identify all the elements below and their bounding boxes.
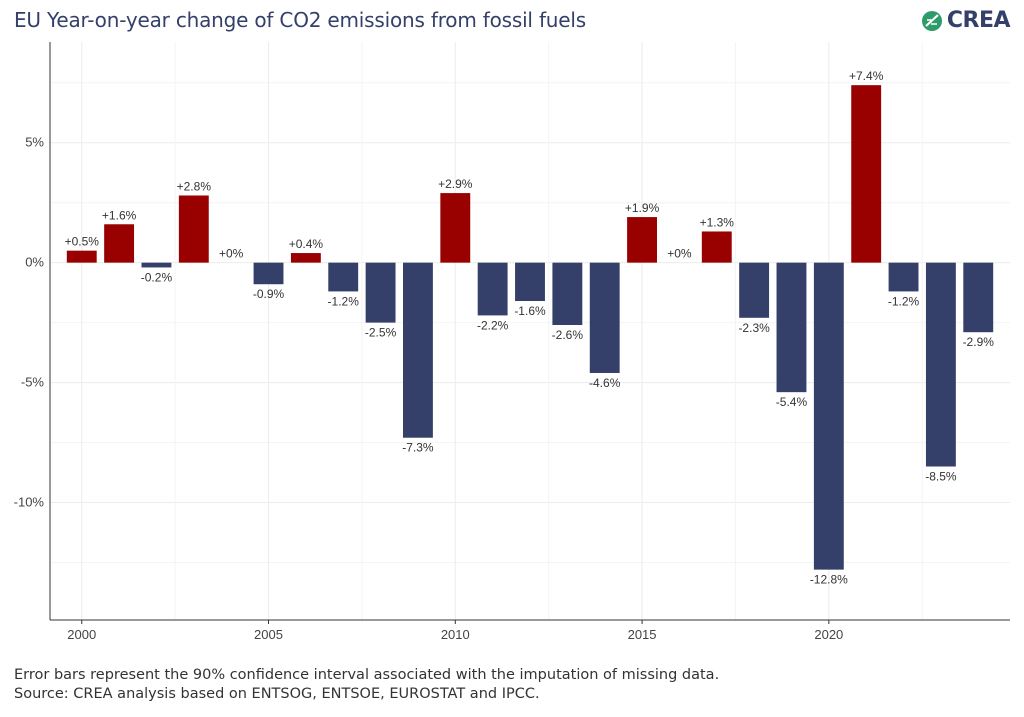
bar-2000 [66, 250, 97, 263]
bar-2006 [290, 253, 321, 263]
bar-2021 [851, 85, 882, 263]
bar-2014 [589, 262, 620, 373]
y-tick-label: 5% [25, 135, 44, 150]
bar-2018 [739, 262, 770, 318]
x-tick-label: 2000 [67, 627, 96, 642]
gridlines [50, 42, 1010, 620]
data-label-2010: +2.9% [438, 177, 473, 191]
bar-2017 [701, 231, 732, 263]
bar-2001 [104, 224, 135, 263]
bar-2019 [776, 262, 807, 393]
data-label-2012: -1.6% [514, 304, 546, 318]
bar-2008 [365, 262, 396, 323]
axes: 5% 0% -5% -10% 2000 2005 2010 2015 2020 [14, 42, 1010, 642]
data-label-2008: -2.5% [365, 326, 397, 340]
data-label-2005: -0.9% [253, 287, 285, 301]
data-label-2002: -0.2% [141, 270, 173, 284]
data-label-2004: +0% [219, 247, 244, 261]
data-label-2021: +7.4% [849, 69, 884, 83]
bar-2007 [328, 262, 359, 292]
data-label-2013: -2.6% [552, 328, 584, 342]
bar-2024 [963, 262, 994, 333]
logo-text: CREA [946, 8, 1011, 33]
data-label-2015: +1.9% [625, 201, 660, 215]
bar-2003 [178, 195, 209, 263]
footer-note: Error bars represent the 90% confidence … [14, 667, 720, 683]
y-tick-label: -5% [21, 375, 45, 390]
data-label-2017: +1.3% [700, 215, 735, 229]
data-label-2023: -8.5% [925, 470, 957, 484]
x-tick-label: 2020 [814, 627, 843, 642]
data-label-2020: -12.8% [810, 573, 848, 587]
x-tick-label: 2015 [628, 627, 657, 642]
data-label-2000: +0.5% [65, 235, 100, 249]
data-label-2018: -2.3% [738, 321, 770, 335]
y-tick-label: -10% [14, 494, 45, 509]
bar-2005 [253, 262, 284, 285]
chart-footer: Error bars represent the 90% confidence … [14, 666, 719, 704]
data-label-2007: -1.2% [328, 294, 360, 308]
data-label-2022: -1.2% [888, 294, 920, 308]
bar-2012 [515, 262, 545, 302]
crea-logo: CREA [921, 8, 1011, 33]
chart-title: EU Year-on-year change of CO2 emissions … [14, 8, 586, 32]
bar-2011 [477, 262, 508, 316]
data-label-2003: +2.8% [177, 179, 212, 193]
bar-2009 [402, 262, 433, 438]
data-label-2019: -5.4% [776, 395, 808, 409]
bar-2013 [552, 262, 583, 326]
bar-2022 [888, 262, 919, 292]
bar-2010 [440, 193, 471, 263]
bar-2020 [813, 262, 844, 570]
data-label-2016: +0% [667, 247, 692, 261]
data-label-2009: -7.3% [402, 441, 434, 455]
data-label-2014: -4.6% [589, 376, 621, 390]
bars [66, 85, 994, 570]
x-tick-label: 2010 [441, 627, 470, 642]
data-label-2001: +1.6% [102, 208, 137, 222]
crea-leaf-icon [921, 10, 942, 31]
data-label-2006: +0.4% [289, 237, 324, 251]
bar-2023 [925, 262, 956, 467]
data-labels: +0.5%+1.6% -0.2% +2.8% +0% -0.9% +0.4% -1.2% -2… [65, 69, 995, 586]
y-tick-label: 0% [25, 255, 44, 270]
bar-2015 [627, 217, 658, 263]
bar-2002 [141, 262, 172, 268]
data-label-2011: -2.2% [477, 318, 509, 332]
x-tick-label: 2005 [254, 627, 283, 642]
data-label-2024: -2.9% [963, 335, 995, 349]
footer-source: Source: CREA analysis based on ENTSOG, E… [14, 686, 540, 702]
